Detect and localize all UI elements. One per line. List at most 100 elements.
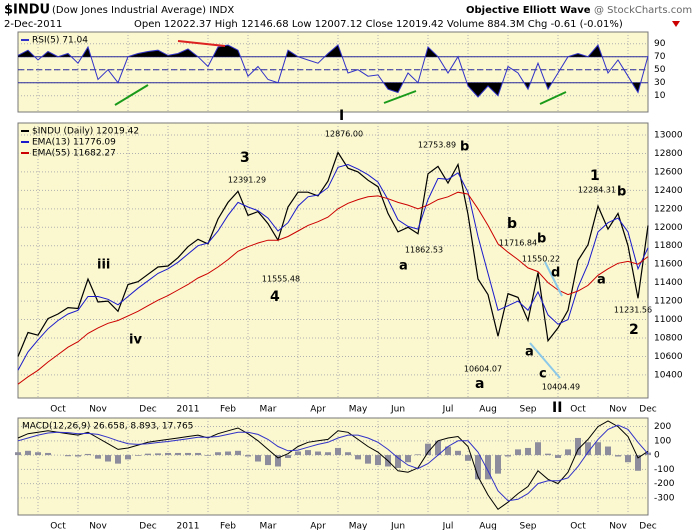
y-tick-label: 10800 <box>654 334 683 344</box>
x-tick-label: Dec <box>639 522 656 530</box>
wave-label: b <box>460 140 469 155</box>
wave-label: d <box>551 266 560 281</box>
histogram-bar <box>305 450 311 456</box>
date: 2-Dec-2011 <box>4 19 62 30</box>
y-tick-label: 11600 <box>654 260 683 270</box>
wave-label: a <box>525 345 534 360</box>
histogram-bar <box>275 455 281 467</box>
x-tick-label: Feb <box>220 522 236 530</box>
rsi-panel <box>17 31 649 113</box>
x-tick-label: Nov <box>89 522 107 530</box>
price-label: 10604.07 <box>464 365 502 374</box>
histogram-bar <box>645 452 651 456</box>
wave-label: b <box>617 185 626 200</box>
trendline <box>114 84 149 106</box>
histogram-bar <box>35 452 41 456</box>
trendline <box>177 40 226 47</box>
y-tick-label: 11000 <box>654 315 683 325</box>
x-tick-label: Apr <box>310 522 326 530</box>
y-tick-label: 12400 <box>654 186 683 196</box>
wave-label: b <box>537 232 546 247</box>
trendlines <box>114 40 567 379</box>
histogram-bar <box>65 455 71 457</box>
histogram-bar <box>25 450 31 456</box>
legend-label: RSI(5) 71.04 <box>32 36 88 46</box>
histogram-bar <box>325 452 331 456</box>
histogram-bar <box>15 452 21 456</box>
x-tick-label: Nov <box>609 405 627 415</box>
histogram-bar <box>345 452 351 456</box>
y-tick-label: 10 <box>654 91 666 101</box>
histogram-bar <box>105 455 111 462</box>
histogram-bar <box>635 455 641 471</box>
histogram-bar <box>465 455 471 461</box>
x-tick-label: Mar <box>260 405 277 415</box>
histogram-bar <box>315 451 321 456</box>
histogram-bar <box>235 450 241 456</box>
legend-label: EMA(13) 11776.09 <box>32 138 116 148</box>
y-tick-label: 12800 <box>654 149 683 159</box>
price-label: 11231.56 <box>614 306 652 315</box>
histogram-bar <box>165 452 171 456</box>
overbought-fill <box>18 45 648 57</box>
histogram-bar <box>475 455 481 480</box>
macd-panel <box>17 417 649 516</box>
x-tick-label: Nov <box>89 405 107 415</box>
histogram-bar <box>95 455 101 459</box>
y-tick-label: 11200 <box>654 297 683 307</box>
brand: Objective Elliott Wave <box>466 5 591 16</box>
symbol: $INDU <box>4 3 50 18</box>
histogram-bar <box>535 442 541 456</box>
x-tick-label: Aug <box>479 405 497 415</box>
y-tick-label: 10400 <box>654 370 683 380</box>
histogram-bar <box>545 453 551 456</box>
histogram-bar <box>295 451 301 456</box>
x-tick-label: Oct <box>50 522 66 530</box>
x-tick-label: Jun <box>390 405 405 415</box>
price-panel <box>17 122 649 399</box>
histogram-bar <box>245 455 251 457</box>
price-label: 11555.48 <box>262 275 300 284</box>
y-tick-label: 11800 <box>654 241 683 251</box>
histogram-bar <box>365 455 371 464</box>
price-label: 12876.00 <box>325 130 363 139</box>
y-tick-label: -200 <box>654 479 675 489</box>
panel-title: MACD(12,26,9) 26.658, 8.893, 17.765 <box>22 422 193 432</box>
x-tick-label: 2011 <box>177 522 200 530</box>
trendline <box>383 90 417 104</box>
wave-label: a <box>597 273 606 288</box>
legend-label: $INDU (Daily) 12019.42 <box>32 127 139 137</box>
x-tick-label: May <box>349 522 368 530</box>
wave-label: 4 <box>270 289 280 305</box>
wave-label: 3 <box>240 150 250 166</box>
series-line <box>17 44 649 98</box>
wave-label: iv <box>129 333 142 348</box>
x-tick-label: Dec <box>139 522 156 530</box>
histogram-bar <box>415 454 421 456</box>
trendline <box>529 342 561 379</box>
y-tick-label: 50 <box>654 65 666 75</box>
wave-label: a <box>399 259 408 274</box>
price-label: 11862.53 <box>405 246 443 255</box>
histogram-bar <box>375 455 381 466</box>
y-tick-label: 12200 <box>654 204 683 214</box>
source: @ StockCharts.com <box>594 5 692 16</box>
price-label: 12391.29 <box>228 176 266 185</box>
histogram-bar <box>495 455 501 474</box>
y-tick-label: 13000 <box>654 130 683 140</box>
y-tick-label: 100 <box>654 436 671 446</box>
wave-label: 1 <box>590 168 600 184</box>
histogram-bar <box>145 453 151 456</box>
x-tick-label: Oct <box>570 405 586 415</box>
x-tick-label: Oct <box>570 522 586 530</box>
histogram-bar <box>195 452 201 456</box>
y-tick-label: 90 <box>654 39 666 49</box>
y-tick-label: 10600 <box>654 352 683 362</box>
x-tick-label: Feb <box>220 405 236 415</box>
wave-label: a <box>475 376 484 392</box>
x-tick-label: Nov <box>609 522 627 530</box>
trendline <box>539 91 567 105</box>
histogram-bar <box>615 455 621 457</box>
series-line <box>17 420 649 510</box>
